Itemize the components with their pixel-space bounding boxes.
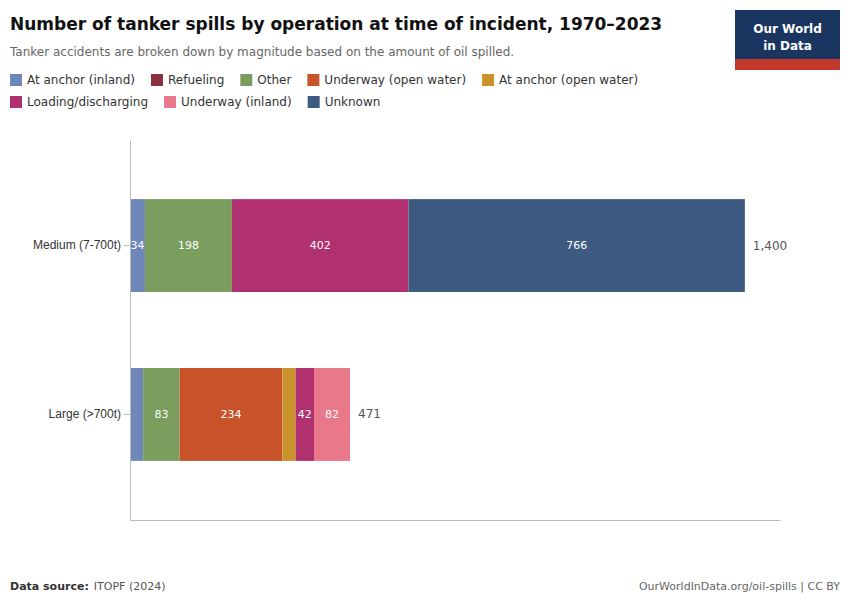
logo: Our World in Data <box>735 10 840 70</box>
data-label: 402 <box>310 239 331 252</box>
legend-swatch <box>151 74 163 86</box>
legend: At anchor (inland) Refueling Other Underway… <box>10 73 638 109</box>
bar <box>350 368 351 461</box>
bar <box>180 368 283 461</box>
total-label: 471 <box>358 407 381 421</box>
bar <box>296 368 314 461</box>
total-label: 1,400 <box>753 239 787 253</box>
y-tick-label: Large (>700t) <box>49 407 121 421</box>
plot: 34 198 83 234 402 42 82 766 1,400 471 Medium (7-70… <box>33 141 787 521</box>
data-label: 766 <box>566 239 587 252</box>
data-label: 34 <box>130 239 144 252</box>
legend-swatch <box>307 74 319 86</box>
legend-swatch <box>10 96 22 108</box>
y-tick-label: Medium (7-700t) <box>33 238 121 252</box>
y-tick: Medium (7-700t) <box>33 238 130 252</box>
legend-label: Unknown <box>325 95 381 109</box>
source-text: ITOPF (2024) <box>94 580 166 593</box>
legend-label: At anchor (open water) <box>499 73 638 87</box>
subtitle: Tanker accidents are broken down by magn… <box>9 45 514 59</box>
legend-item: At anchor (inland) <box>10 73 135 87</box>
data-labels: 34 198 83 234 402 42 82 766 <box>130 239 587 421</box>
bar <box>143 368 179 461</box>
legend-item: Unknown <box>308 95 381 109</box>
chart: Number of tanker spills by operation at … <box>0 0 850 600</box>
legend-label: Loading/discharging <box>27 95 148 109</box>
data-label: 83 <box>154 408 168 421</box>
legend-swatch <box>164 96 176 108</box>
data-label: 82 <box>325 408 339 421</box>
x-axis-line <box>131 520 781 521</box>
legend-item: At anchor (open water) <box>482 73 638 87</box>
legend-item: Underway (inland) <box>164 95 292 109</box>
legend-item: Refueling <box>151 73 224 87</box>
legend-label: At anchor (inland) <box>27 73 135 87</box>
source: Data source: ITOPF (2024) <box>10 580 165 593</box>
y-tick: Large (>700t) <box>49 407 130 421</box>
bars <box>130 199 745 461</box>
footer: OurWorldInData.org/oil-spills | CC BY <box>639 580 840 593</box>
legend-label: Other <box>257 73 291 87</box>
legend-swatch <box>10 74 22 86</box>
legend-item: Underway (open water) <box>307 73 466 87</box>
legend-swatch <box>482 74 494 86</box>
data-label: 42 <box>298 408 312 421</box>
logo-box <box>735 10 840 70</box>
bar <box>130 199 145 292</box>
data-label: 234 <box>221 408 242 421</box>
legend-label: Underway (inland) <box>181 95 292 109</box>
bar <box>408 199 744 292</box>
data-label: 198 <box>178 239 199 252</box>
logo-bar <box>735 59 840 70</box>
bar <box>232 199 409 292</box>
legend-item: Loading/discharging <box>10 95 148 109</box>
legend-swatch <box>308 96 320 108</box>
legend-item: Other <box>240 73 291 87</box>
y-tick-mark <box>124 414 130 415</box>
logo-text: Our World <box>753 22 822 36</box>
y-axis: Medium (7-700t) Large (>700t) <box>33 141 131 521</box>
bar <box>130 368 143 461</box>
bar <box>145 199 232 292</box>
source-label: Data source: <box>10 580 89 593</box>
y-tick-mark <box>124 245 130 246</box>
legend-label: Underway (open water) <box>324 73 466 87</box>
bar <box>314 368 350 461</box>
legend-swatch <box>240 74 252 86</box>
bar <box>282 368 295 461</box>
y-axis-line <box>130 141 131 521</box>
title: Number of tanker spills by operation at … <box>10 14 662 34</box>
logo-text: in Data <box>763 39 812 53</box>
x-axis <box>131 520 781 521</box>
legend-label: Refueling <box>168 73 224 87</box>
